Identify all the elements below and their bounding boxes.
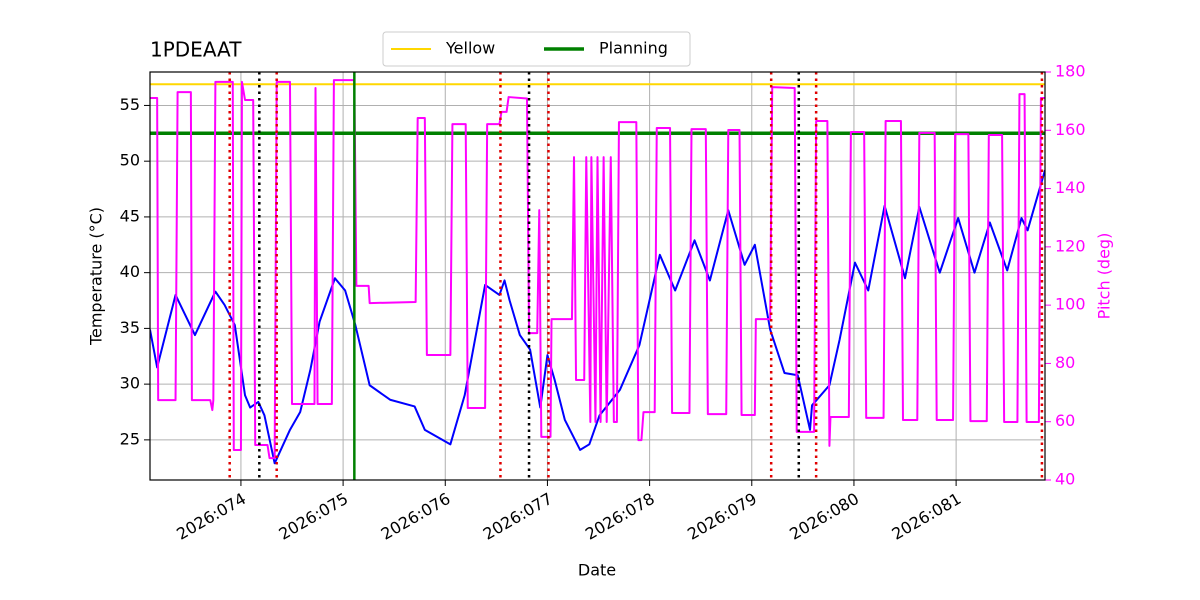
x-axis-label: Date [578,561,616,580]
y-tick-label: 45 [120,206,140,225]
data-line [150,169,1045,465]
y-tick-label: 40 [120,262,140,281]
y-axis-label: Temperature (°C) [87,207,106,346]
y2-tick-label: 160 [1055,120,1086,139]
y2-tick-label: 40 [1055,470,1075,489]
y-tick-label: 55 [120,95,140,114]
y2-tick-label: 60 [1055,411,1075,430]
x-tick-label: 2026:079 [684,489,760,544]
x-tick-label: 2026:077 [480,489,556,544]
x-tick-label: 2026:080 [786,489,862,544]
plot-frame [149,71,1046,481]
chart-title: 1PDEAAT [150,38,242,62]
y2-tick-label: 140 [1055,178,1086,197]
y2-tick-label: 120 [1055,236,1086,255]
y2-tick-label: 180 [1055,62,1086,81]
x-tick-label: 2026:078 [582,489,658,544]
x-tick-label: 2026:075 [275,489,351,544]
x-tick-label: 2026:081 [888,489,964,544]
y-tick-label: 50 [120,151,140,170]
data-line [150,79,1045,460]
x-tick-label: 2026:076 [378,489,454,544]
y2-axis-label: Pitch (deg) [1095,233,1114,320]
y2-tick-label: 80 [1055,353,1075,372]
legend-label: Yellow [445,39,495,58]
y2-tick-label: 100 [1055,295,1086,314]
y-tick-label: 35 [120,318,140,337]
y-tick-label: 30 [120,374,140,393]
legend-label: Planning [599,39,668,58]
y-tick-label: 25 [120,429,140,448]
x-tick-label: 2026:074 [173,489,249,544]
legend-box [382,31,691,67]
